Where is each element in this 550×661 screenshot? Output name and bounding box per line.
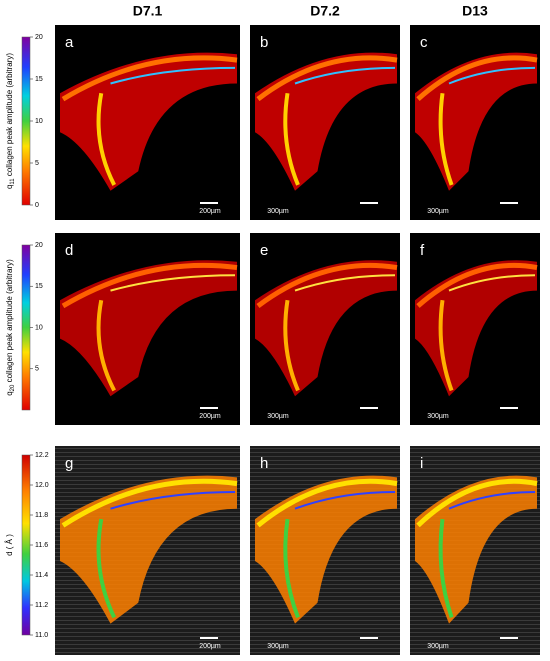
column-header: D13 — [462, 3, 488, 19]
tissue-edge — [283, 92, 300, 186]
scale-bar-label: 300µm — [427, 208, 449, 215]
label-symbol: d ( Å ) — [5, 534, 14, 556]
tissue-edge — [61, 478, 238, 528]
colorbar-tick-label: 10 — [35, 118, 43, 125]
tissue-edge — [110, 490, 236, 510]
panel-letter: d — [65, 242, 73, 259]
scale-bar-label: 200µm — [199, 643, 221, 650]
scale-bar-label: 300µm — [427, 643, 449, 650]
tissue-edge — [448, 490, 536, 510]
colorbar-label: q20 collagen peak amplitude (arbitrary) — [5, 259, 15, 396]
tissue-edge — [416, 262, 538, 308]
colorbar — [21, 244, 31, 411]
scale-bar-label: 200µm — [199, 413, 221, 420]
colorbar-tick-label: 11.8 — [35, 512, 48, 519]
colorbar-tick-label: 15 — [35, 283, 43, 290]
label-subscript: 20 — [10, 384, 16, 391]
colorbar-tick-label: 11.2 — [35, 602, 48, 609]
tissue-edge — [283, 299, 300, 392]
tissue-edge — [438, 299, 454, 392]
panel-letter: f — [420, 242, 425, 259]
tissue-edge — [96, 518, 117, 619]
tissue-edge — [438, 92, 454, 186]
tissue-edge — [448, 66, 536, 85]
label-text: collagen peak amplitude (arbitrary) — [5, 259, 14, 385]
tissue-edge — [61, 262, 238, 309]
panel-letter: i — [420, 455, 423, 472]
panel-letter: c — [420, 34, 428, 51]
panel-letter: h — [260, 455, 268, 472]
tissue-edge — [294, 66, 396, 85]
panel-letter: a — [65, 34, 74, 51]
scale-bar-label: 300µm — [427, 413, 449, 420]
scale-bar-label: 300µm — [267, 208, 289, 215]
colorbar — [21, 36, 31, 206]
tissue-edge — [438, 518, 454, 619]
colorbar-tick-label: 0 — [35, 202, 39, 209]
tissue-edge — [294, 274, 396, 292]
tissue-edge — [96, 92, 116, 186]
colorbar-tick-label: 5 — [35, 366, 39, 373]
label-symbol: q — [5, 185, 14, 189]
column-header: D7.2 — [310, 3, 340, 19]
scale-bar-label: 300µm — [267, 643, 289, 650]
scale-bar-label: 300µm — [267, 413, 289, 420]
tissue-edge — [448, 274, 536, 292]
colorbar-tick-label: 10 — [35, 324, 43, 331]
colorbar-tick-label: 11.0 — [35, 632, 48, 639]
panel-letter: e — [260, 242, 268, 259]
colorbar-tick-label: 12.2 — [35, 452, 49, 459]
label-subscript: 11 — [10, 178, 16, 185]
colorbar-tick-label: 15 — [35, 76, 43, 83]
tissue-edge — [110, 66, 236, 85]
tissue-edge — [294, 490, 396, 510]
tissue-edge — [256, 55, 398, 102]
tissue-edge — [96, 299, 116, 392]
label-text: collagen peak amplitude (arbitrary) — [5, 53, 14, 179]
colorbar-tick-label: 11.6 — [35, 542, 48, 549]
tissue-edge — [256, 262, 398, 308]
tissue-edge — [283, 518, 300, 619]
colorbar — [21, 454, 31, 636]
colorbar-tick-label: 5 — [35, 160, 39, 167]
colorbar-tick-label: 20 — [35, 34, 43, 41]
tissue-edge — [110, 274, 236, 292]
colorbar-label: q11 collagen peak amplitude (arbitrary) — [5, 53, 15, 189]
tissue-edge — [416, 55, 538, 101]
colorbar-tick-label: 12.0 — [35, 482, 49, 489]
panel-letter: b — [260, 34, 268, 51]
scale-bar-label: 200µm — [199, 208, 221, 215]
tissue-edge — [416, 478, 538, 528]
colorbar-tick-label: 11.4 — [35, 572, 48, 579]
panel-letter: g — [65, 455, 73, 472]
tissue-edge — [256, 478, 398, 528]
tissue-edge — [61, 55, 238, 102]
colorbar-label: d ( Å ) — [5, 534, 14, 556]
label-symbol: q — [5, 391, 14, 395]
column-header: D7.1 — [133, 3, 163, 19]
colorbar-tick-label: 20 — [35, 242, 43, 249]
